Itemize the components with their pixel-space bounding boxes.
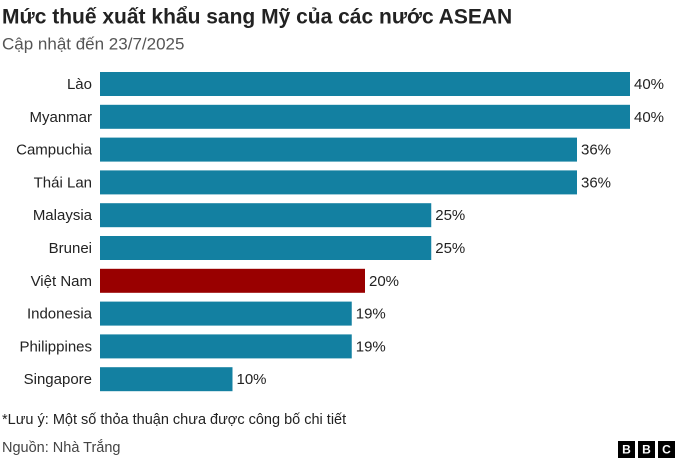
bar (100, 301, 352, 326)
bar (100, 334, 352, 359)
bar (100, 137, 577, 162)
bar (100, 236, 432, 260)
category-label: Campuchia (16, 142, 93, 159)
bar (100, 367, 233, 392)
value-label: 36% (581, 142, 611, 159)
logo-letter: C (662, 443, 671, 457)
logo-box (618, 441, 635, 458)
logo-box (638, 441, 655, 458)
bar (100, 170, 577, 195)
category-label: Malaysia (33, 207, 93, 224)
category-label: Brunei (49, 240, 92, 257)
logo-box (658, 441, 675, 458)
value-label: 20% (369, 273, 399, 290)
value-label: 40% (634, 76, 664, 93)
chart-title: Mức thuế xuất khẩu sang Mỹ của các nước … (2, 6, 512, 29)
bar (100, 268, 365, 293)
category-label: Indonesia (27, 306, 93, 323)
category-label: Lào (67, 76, 92, 93)
value-label: 19% (356, 338, 386, 355)
bar (100, 72, 630, 96)
value-label: 10% (237, 371, 267, 388)
chart-subtitle: Cập nhật đến 23/7/2025 (2, 34, 184, 53)
source: Nguồn: Nhà Trắng (2, 439, 121, 456)
logo-letter: B (642, 443, 651, 457)
category-label: Philippines (19, 338, 92, 355)
category-label: Myanmar (29, 109, 92, 126)
footnote: *Lưu ý: Một số thỏa thuận chưa được công… (2, 412, 346, 428)
category-label: Singapore (24, 371, 92, 388)
bar (100, 104, 630, 129)
value-label: 36% (581, 174, 611, 191)
value-label: 40% (634, 109, 664, 126)
category-label: Việt Nam (31, 273, 92, 290)
logo-letter: B (622, 443, 631, 457)
category-label: Thái Lan (34, 174, 92, 191)
value-label: 25% (435, 207, 465, 224)
value-label: 25% (435, 240, 465, 257)
bar (100, 203, 432, 228)
value-label: 19% (356, 306, 386, 323)
